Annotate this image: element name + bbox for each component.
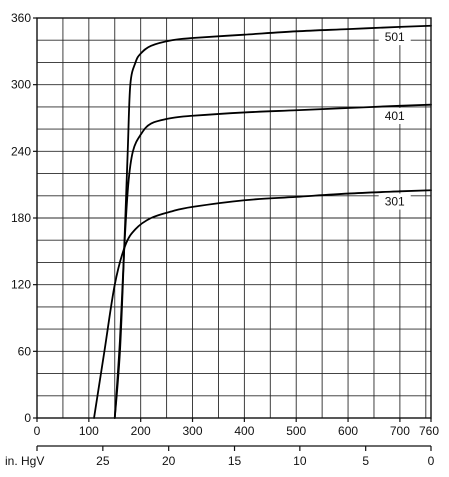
secondary-axis-tick-label: 0 bbox=[428, 454, 435, 468]
x-tick-label: 600 bbox=[338, 424, 358, 438]
secondary-axis-tick-label: 20 bbox=[162, 454, 176, 468]
y-tick-label: 120 bbox=[11, 278, 31, 292]
y-tick-label: 240 bbox=[11, 144, 31, 158]
secondary-axis: 25 20 15 10 5 0 in. HgV bbox=[5, 445, 435, 468]
y-tick-label: 180 bbox=[11, 211, 31, 225]
x-tick-label: 300 bbox=[183, 424, 203, 438]
secondary-axis-label: in. HgV bbox=[5, 454, 44, 468]
secondary-axis-tick-label: 25 bbox=[96, 454, 110, 468]
series-label-background bbox=[378, 108, 411, 124]
x-tick-label: 100 bbox=[79, 424, 99, 438]
secondary-axis-tick-label: 5 bbox=[362, 454, 369, 468]
y-tick-label: 300 bbox=[11, 78, 31, 92]
series-label-401: 401 bbox=[385, 109, 405, 123]
x-tick-label: 0 bbox=[34, 424, 41, 438]
series-label-background bbox=[378, 29, 411, 46]
x-tick-label: 760 bbox=[419, 424, 439, 438]
grid-lines bbox=[37, 18, 431, 418]
series-labels: 501 401 301 bbox=[378, 29, 411, 210]
x-tick-label: 500 bbox=[286, 424, 306, 438]
series-line-301 bbox=[93, 189, 432, 419]
series-label-301: 301 bbox=[385, 195, 405, 209]
secondary-axis-tick-label: 15 bbox=[228, 454, 242, 468]
x-tick-label: 200 bbox=[131, 424, 151, 438]
series-curves bbox=[93, 24, 432, 419]
y-tick-label: 360 bbox=[11, 11, 31, 25]
secondary-axis-tick-label: 10 bbox=[293, 454, 307, 468]
series-label-background bbox=[378, 193, 411, 210]
y-tick-label: 60 bbox=[18, 344, 32, 358]
x-tick-label: 400 bbox=[234, 424, 254, 438]
y-tick-label: 0 bbox=[24, 411, 31, 425]
series-label-501: 501 bbox=[385, 30, 405, 44]
axes: 0 60 120 180 240 300 360 0 100 200 300 400 500 600 700… bbox=[11, 11, 439, 438]
x-tick-label: 700 bbox=[390, 424, 410, 438]
